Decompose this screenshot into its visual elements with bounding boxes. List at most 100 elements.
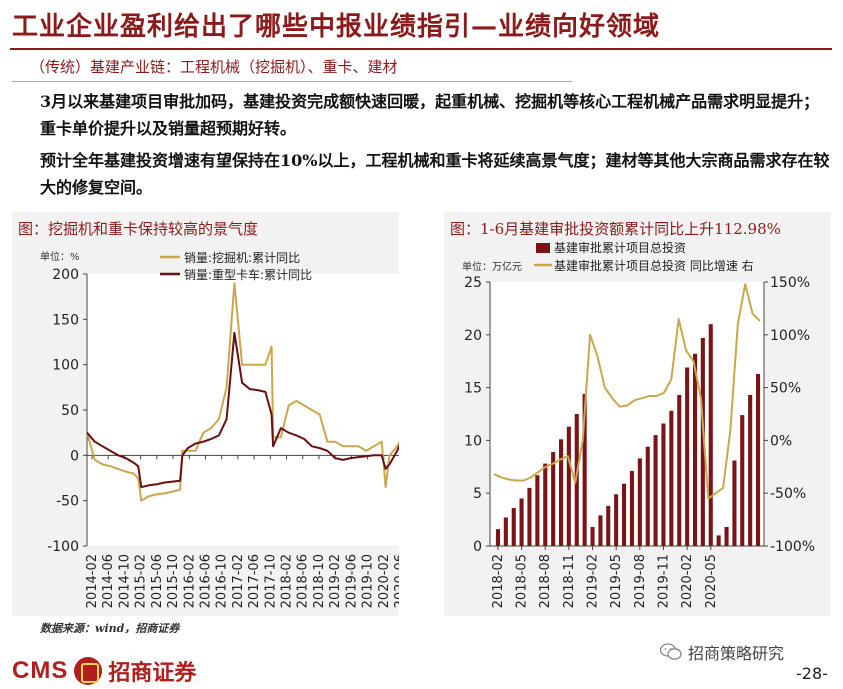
right-bar bbox=[653, 435, 658, 546]
right-bar bbox=[661, 423, 666, 546]
left-x-tick-label: 2017-06 bbox=[247, 554, 262, 608]
right-bar bbox=[503, 517, 508, 546]
right-bar bbox=[535, 475, 540, 546]
left-series-line-2 bbox=[86, 331, 399, 489]
left-y-tick-label: 50 bbox=[61, 403, 79, 419]
wechat-icon bbox=[660, 643, 682, 660]
right-y-left-tick-label: 10 bbox=[464, 433, 482, 449]
title-divider bbox=[10, 48, 832, 50]
left-x-tick-label: 2016-10 bbox=[215, 554, 230, 608]
right-bar bbox=[645, 446, 650, 546]
left-legend-label-2: 销量:重型卡车:累计同比 bbox=[184, 267, 312, 282]
left-y-tick-label: 100 bbox=[52, 358, 79, 374]
right-y-left-tick-label: 15 bbox=[464, 381, 482, 397]
right-bar bbox=[606, 505, 611, 546]
right-bar bbox=[495, 529, 500, 546]
left-x-tick-label: 2014-10 bbox=[117, 554, 132, 608]
right-bar bbox=[622, 483, 627, 546]
right-bar bbox=[748, 395, 753, 546]
right-y-left-tick-label: 20 bbox=[464, 328, 482, 344]
right-legend-label-2: 基建审批累计项目总投资 同比增速 右 bbox=[554, 258, 754, 273]
right-bar bbox=[614, 494, 619, 546]
left-x-tick-label: 2020-02 bbox=[377, 554, 392, 608]
right-legend-label-1: 基建审批累计项目总投资 bbox=[554, 240, 686, 255]
right-y-right-tick-label: 100% bbox=[770, 328, 810, 344]
body-paragraph-1: 3月以来基建项目审批加码，基建投资完成额快速回暖，起重机械、挖掘机等核心工程机械… bbox=[40, 92, 820, 138]
wechat-account: 招商策略研究 bbox=[660, 640, 784, 664]
left-x-tick-label: 2014-02 bbox=[85, 554, 100, 608]
left-chart-panel: 图：挖掘机和重卡保持较高的景气度 单位：% 200 150 100 50 0 -50 -100… bbox=[12, 212, 399, 616]
subtitle-divider bbox=[12, 81, 572, 82]
right-bar bbox=[543, 463, 548, 546]
right-y-left-tick-label: 0 bbox=[473, 539, 482, 555]
right-bar bbox=[582, 393, 587, 546]
right-bar bbox=[740, 415, 745, 546]
right-bar bbox=[598, 515, 603, 546]
left-y-tick-label: 150 bbox=[52, 312, 79, 328]
left-x-tick-label: 2020-06 bbox=[393, 554, 399, 608]
left-x-tick-label: 2015-02 bbox=[134, 554, 149, 608]
right-legend-swatch-1 bbox=[536, 243, 550, 253]
section-subtitle: （传统）基建产业链：工程机械（挖掘机）、重卡、建材 bbox=[30, 58, 398, 76]
right-bar bbox=[511, 508, 516, 546]
right-bar bbox=[700, 338, 705, 546]
left-x-tick-label: 2014-06 bbox=[101, 554, 116, 608]
left-legend-label-1: 销量:挖掘机:累计同比 bbox=[184, 250, 300, 265]
right-chart-svg: 单位：万亿元 25 20 15 10 5 0 150% 100% 50% 0% -50% -100% 20… bbox=[462, 240, 815, 608]
right-bar bbox=[677, 395, 682, 546]
right-x-tick-label: 2019-05 bbox=[609, 554, 624, 608]
right-growth-line bbox=[493, 283, 761, 500]
right-bar bbox=[724, 527, 729, 546]
left-y-tick-label: 200 bbox=[52, 267, 79, 283]
left-x-tick-label: 2018-02 bbox=[280, 554, 295, 608]
right-bar bbox=[551, 452, 556, 546]
left-x-tick-label: 2018-06 bbox=[296, 554, 311, 608]
left-unit-label: 单位：% bbox=[40, 250, 80, 263]
body-paragraph-2: 预计全年基建投资增速有望保持在10%以上，工程机械和重卡将延续高景气度；建材等其… bbox=[40, 151, 830, 197]
right-chart-title: 图：1-6月基建审批投资额累计同比上升112.98% bbox=[450, 220, 781, 238]
right-x-tick-label: 2019-08 bbox=[633, 554, 648, 608]
brand-logo: CMS 招商证券 bbox=[12, 655, 196, 687]
brand-cn: 招商证券 bbox=[108, 660, 197, 686]
right-y-right-tick-label: -100% bbox=[770, 539, 815, 555]
data-source-note: 数据来源：wind，招商证券 bbox=[40, 622, 180, 635]
right-bar bbox=[519, 498, 524, 546]
left-chart-title: 图：挖掘机和重卡保持较高的景气度 bbox=[18, 220, 259, 238]
right-y-left-tick-label: 25 bbox=[464, 275, 482, 291]
right-x-tick-label: 2019-02 bbox=[586, 554, 601, 608]
right-bar bbox=[566, 426, 571, 546]
right-x-tick-label: 2018-02 bbox=[491, 554, 506, 608]
left-x-tick-label: 2016-06 bbox=[198, 554, 213, 608]
right-bar bbox=[708, 324, 713, 546]
left-y-tick-label: -100 bbox=[47, 539, 79, 555]
left-y-tick-label: 0 bbox=[70, 448, 79, 464]
left-x-tick-label: 2017-02 bbox=[231, 554, 246, 608]
right-x-tick-label: 2018-11 bbox=[562, 554, 577, 608]
right-bar bbox=[527, 487, 532, 546]
right-y-right-tick-label: 50% bbox=[770, 381, 801, 397]
right-bar bbox=[629, 471, 634, 546]
left-x-tick-label: 2017-10 bbox=[263, 554, 278, 608]
left-x-tick-label: 2015-06 bbox=[150, 554, 165, 608]
right-bar bbox=[732, 460, 737, 546]
page-number: -28- bbox=[796, 664, 828, 683]
left-x-tick-label: 2019-06 bbox=[344, 554, 359, 608]
brand-emblem-icon bbox=[74, 657, 103, 685]
right-bar bbox=[756, 373, 761, 546]
right-y-right-tick-label: 150% bbox=[770, 275, 810, 291]
left-plot-area bbox=[87, 274, 399, 546]
right-bar bbox=[693, 353, 698, 546]
left-series-line-1 bbox=[86, 282, 399, 502]
left-x-tick-label: 2015-10 bbox=[166, 554, 181, 608]
right-chart-panel: 图：1-6月基建审批投资额累计同比上升112.98% 单位：万亿元 25 20 15 1… bbox=[444, 212, 831, 616]
right-bar bbox=[559, 439, 564, 546]
right-x-tick-label: 2018-08 bbox=[538, 554, 553, 608]
left-x-tick-label: 2016-02 bbox=[182, 554, 197, 608]
right-y-right-tick-label: -50% bbox=[770, 486, 806, 502]
wechat-name: 招商策略研究 bbox=[688, 644, 785, 663]
left-y-tick-label: -50 bbox=[56, 494, 79, 510]
left-x-tick-label: 2018-10 bbox=[312, 554, 327, 608]
right-unit-label: 单位：万亿元 bbox=[462, 260, 522, 273]
left-x-tick-label: 2019-10 bbox=[361, 554, 376, 608]
